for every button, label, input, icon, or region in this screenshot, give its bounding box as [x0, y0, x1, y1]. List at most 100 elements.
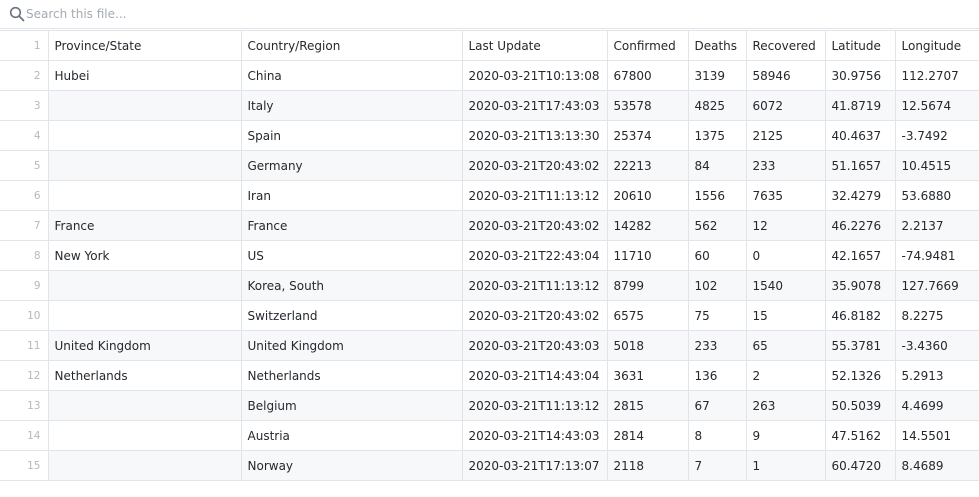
table-body: 2 Hubei China 2020-03-21T10:13:08 67800 3139 5… — [0, 60, 979, 481]
column-header-country-region: Country/Region — [241, 30, 463, 61]
cell-country-region: Iran — [241, 180, 463, 211]
row-number[interactable]: 2 — [0, 60, 49, 91]
cell-latitude: 47.5162 — [825, 420, 896, 451]
row-number[interactable]: 4 — [0, 120, 49, 151]
row-number[interactable]: 15 — [0, 450, 49, 481]
cell-last-update: 2020-03-21T20:43:02 — [462, 150, 608, 181]
csv-table: 1 Province/State Country/Region Last Upd… — [0, 30, 979, 481]
row-number[interactable]: 11 — [0, 330, 49, 361]
cell-latitude: 46.2276 — [825, 210, 896, 241]
cell-latitude: 42.1657 — [825, 240, 896, 271]
cell-recovered: 15 — [746, 300, 826, 331]
cell-latitude: 40.4637 — [825, 120, 896, 151]
table-row: 13 Belgium 2020-03-21T11:13:12 2815 67 263 50.… — [0, 390, 979, 421]
cell-latitude: 32.4279 — [825, 180, 896, 211]
cell-longitude: 127.7669 — [895, 270, 979, 301]
cell-country-region: US — [241, 240, 463, 271]
cell-confirmed: 2815 — [607, 390, 689, 421]
cell-recovered: 1 — [746, 450, 826, 481]
cell-deaths: 75 — [688, 300, 747, 331]
cell-confirmed: 53578 — [607, 90, 689, 121]
cell-confirmed: 8799 — [607, 270, 689, 301]
cell-country-region: China — [241, 60, 463, 91]
cell-country-region: Korea, South — [241, 270, 463, 301]
cell-deaths: 3139 — [688, 60, 747, 91]
cell-longitude: 5.2913 — [895, 360, 979, 391]
cell-deaths: 1375 — [688, 120, 747, 151]
cell-longitude: 4.4699 — [895, 390, 979, 421]
cell-country-region: Belgium — [241, 390, 463, 421]
cell-confirmed: 11710 — [607, 240, 689, 271]
cell-recovered: 65 — [746, 330, 826, 361]
cell-last-update: 2020-03-21T14:43:04 — [462, 360, 608, 391]
cell-longitude: 8.2275 — [895, 300, 979, 331]
cell-recovered: 2125 — [746, 120, 826, 151]
cell-longitude: 8.4689 — [895, 450, 979, 481]
row-number[interactable]: 5 — [0, 150, 49, 181]
cell-last-update: 2020-03-21T20:43:03 — [462, 330, 608, 361]
row-number[interactable]: 14 — [0, 420, 49, 451]
cell-deaths: 84 — [688, 150, 747, 181]
row-number[interactable]: 7 — [0, 210, 49, 241]
cell-recovered: 263 — [746, 390, 826, 421]
cell-province-state — [48, 120, 242, 151]
cell-deaths: 4825 — [688, 90, 747, 121]
column-header-latitude: Latitude — [825, 30, 896, 61]
table-row: 10 Switzerland 2020-03-21T20:43:02 6575 75 15… — [0, 300, 979, 331]
cell-province-state: Hubei — [48, 60, 242, 91]
cell-deaths: 233 — [688, 330, 747, 361]
cell-longitude: 10.4515 — [895, 150, 979, 181]
row-number[interactable]: 9 — [0, 270, 49, 301]
cell-country-region: Spain — [241, 120, 463, 151]
cell-last-update: 2020-03-21T10:13:08 — [462, 60, 608, 91]
cell-last-update: 2020-03-21T20:43:02 — [462, 210, 608, 241]
table-row: 4 Spain 2020-03-21T13:13:30 25374 1375 2125 40… — [0, 120, 979, 151]
cell-last-update: 2020-03-21T22:43:04 — [462, 240, 608, 271]
cell-last-update: 2020-03-21T17:13:07 — [462, 450, 608, 481]
cell-province-state — [48, 90, 242, 121]
search-input[interactable] — [26, 4, 626, 24]
table-row: 6 Iran 2020-03-21T11:13:12 20610 1556 7635 32.… — [0, 180, 979, 211]
column-header-longitude: Longitude — [895, 30, 979, 61]
cell-longitude: 2.2137 — [895, 210, 979, 241]
cell-deaths: 1556 — [688, 180, 747, 211]
cell-deaths: 562 — [688, 210, 747, 241]
cell-confirmed: 25374 — [607, 120, 689, 151]
table-row: 8 New York US 2020-03-21T22:43:04 11710 60 0 42… — [0, 240, 979, 271]
column-header-deaths: Deaths — [688, 30, 747, 61]
cell-longitude: -74.9481 — [895, 240, 979, 271]
column-header-province-state: Province/State — [48, 30, 242, 61]
row-number[interactable]: 13 — [0, 390, 49, 421]
row-number[interactable]: 12 — [0, 360, 49, 391]
cell-latitude: 50.5039 — [825, 390, 896, 421]
cell-last-update: 2020-03-21T11:13:12 — [462, 390, 608, 421]
cell-latitude: 35.9078 — [825, 270, 896, 301]
cell-recovered: 7635 — [746, 180, 826, 211]
cell-deaths: 60 — [688, 240, 747, 271]
cell-confirmed: 14282 — [607, 210, 689, 241]
cell-deaths: 8 — [688, 420, 747, 451]
cell-province-state: Netherlands — [48, 360, 242, 391]
table-row: 11 United Kingdom United Kingdom 2020-03-21… — [0, 330, 979, 361]
header-row: 1 Province/State Country/Region Last Upd… — [0, 30, 979, 61]
cell-confirmed: 22213 — [607, 150, 689, 181]
table-row: 7 France France 2020-03-21T20:43:02 14282 562… — [0, 210, 979, 241]
row-number[interactable]: 1 — [0, 30, 49, 61]
cell-country-region: Germany — [241, 150, 463, 181]
row-number[interactable]: 10 — [0, 300, 49, 331]
table-row: 15 Norway 2020-03-21T17:13:07 2118 7 1 60.4720… — [0, 450, 979, 481]
table-row: 14 Austria 2020-03-21T14:43:03 2814 8 9 47.516… — [0, 420, 979, 451]
cell-deaths: 7 — [688, 450, 747, 481]
csv-table-container: 1 Province/State Country/Region Last Upd… — [0, 30, 979, 497]
cell-latitude: 41.8719 — [825, 90, 896, 121]
cell-recovered: 233 — [746, 150, 826, 181]
row-number[interactable]: 6 — [0, 180, 49, 211]
cell-confirmed: 3631 — [607, 360, 689, 391]
cell-longitude: 112.2707 — [895, 60, 979, 91]
cell-province-state: New York — [48, 240, 242, 271]
column-header-confirmed: Confirmed — [607, 30, 689, 61]
table-row: 9 Korea, South 2020-03-21T11:13:12 8799 102 1… — [0, 270, 979, 301]
row-number[interactable]: 8 — [0, 240, 49, 271]
row-number[interactable]: 3 — [0, 90, 49, 121]
cell-latitude: 60.4720 — [825, 450, 896, 481]
